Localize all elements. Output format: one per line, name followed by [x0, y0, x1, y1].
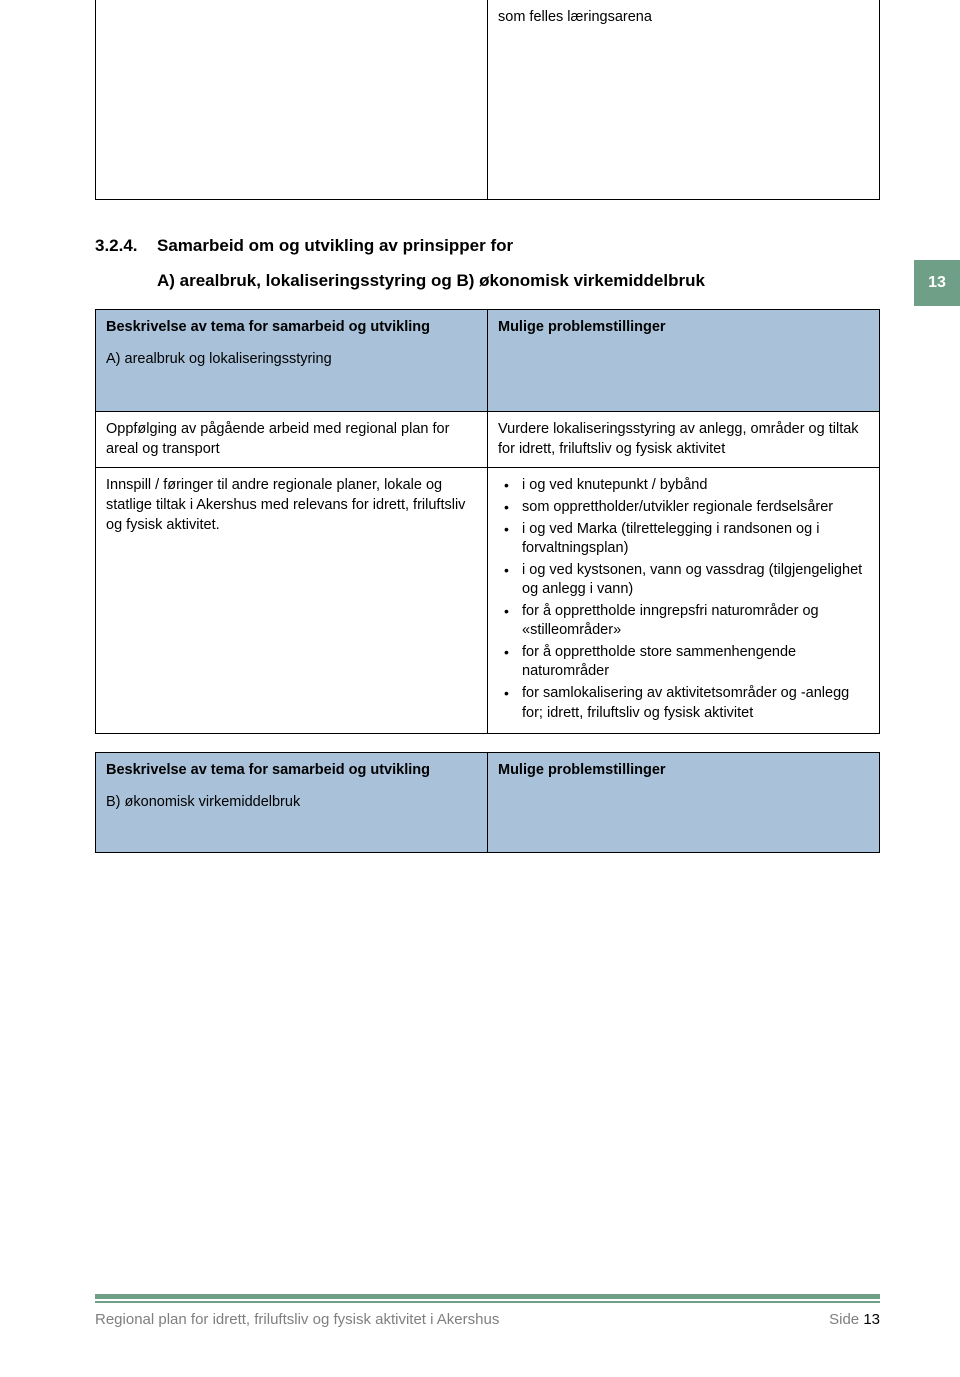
- top-continuation-table: som felles læringsarena: [95, 0, 880, 200]
- header-left-cell: Beskrivelse av tema for samarbeid og utv…: [96, 310, 488, 412]
- footer-side-label: Side: [829, 1311, 859, 1328]
- row2-right: i og ved knutepunkt / bybåndsom oppretth…: [488, 468, 880, 734]
- footer-title: Regional plan for idrett, friluftsliv og…: [95, 1311, 499, 1328]
- row2-left: Innspill / føringer til andre regionale …: [96, 468, 488, 734]
- header-left-sub: A) arealbruk og lokaliseringsstyring: [106, 350, 477, 370]
- footer-text-row: Regional plan for idrett, friluftsliv og…: [95, 1311, 880, 1328]
- list-item: for samlokalisering av aktivitetsområder…: [498, 684, 869, 723]
- footer-page-number: 13: [863, 1311, 880, 1328]
- page-number-badge: 13: [914, 260, 960, 306]
- section-title: Samarbeid om og utvikling av prinsipper …: [157, 236, 513, 255]
- header2-right-cell: Mulige problemstillinger: [488, 753, 880, 853]
- list-item: for å opprettholde inngrepsfri naturområ…: [498, 602, 869, 641]
- list-item: i og ved Marka (tilrettelegging i randso…: [498, 520, 869, 559]
- table-header-row: Beskrivelse av tema for samarbeid og utv…: [96, 310, 880, 412]
- header-left-main: Beskrivelse av tema for samarbeid og utv…: [106, 318, 477, 338]
- page-footer: Regional plan for idrett, friluftsliv og…: [95, 1294, 880, 1328]
- footer-rule-thin: [95, 1301, 880, 1303]
- header2-right-main: Mulige problemstillinger: [498, 761, 869, 781]
- bullets-list: i og ved knutepunkt / bybåndsom oppretth…: [498, 476, 869, 723]
- header2-left-cell: Beskrivelse av tema for samarbeid og utv…: [96, 753, 488, 853]
- page-badge-text: 13: [928, 274, 946, 292]
- header2-left-main: Beskrivelse av tema for samarbeid og utv…: [106, 761, 477, 781]
- list-item: for å opprettholde store sammenhengende …: [498, 643, 869, 682]
- top-right-cell: som felles læringsarena: [488, 0, 880, 200]
- top-box-text: som felles læringsarena: [498, 9, 652, 25]
- top-left-empty-cell: [96, 0, 488, 200]
- main-table-2: Beskrivelse av tema for samarbeid og utv…: [95, 752, 880, 853]
- header-right-main: Mulige problemstillinger: [498, 318, 869, 338]
- section-heading: 3.2.4.Samarbeid om og utvikling av prins…: [95, 234, 880, 293]
- footer-pageinfo: Side 13: [829, 1311, 880, 1328]
- footer-rule-thick: [95, 1294, 880, 1299]
- table-header-row: Beskrivelse av tema for samarbeid og utv…: [96, 753, 880, 853]
- header2-left-sub: B) økonomisk virkemiddelbruk: [106, 793, 477, 813]
- section-rest: A) arealbruk, lokaliseringsstyring og B)…: [157, 271, 705, 290]
- section-number: 3.2.4.: [95, 234, 157, 259]
- table-row: Oppfølging av pågående arbeid med region…: [96, 412, 880, 468]
- list-item: i og ved kystsonen, vann og vassdrag (ti…: [498, 561, 869, 600]
- header-right-cell: Mulige problemstillinger: [488, 310, 880, 412]
- row1-right: Vurdere lokaliseringsstyring av anlegg, …: [488, 412, 880, 468]
- table-row: Innspill / føringer til andre regionale …: [96, 468, 880, 734]
- main-table-1: Beskrivelse av tema for samarbeid og utv…: [95, 309, 880, 734]
- list-item: som opprettholder/utvikler regionale fer…: [498, 498, 869, 518]
- row1-left: Oppfølging av pågående arbeid med region…: [96, 412, 488, 468]
- list-item: i og ved knutepunkt / bybånd: [498, 476, 869, 496]
